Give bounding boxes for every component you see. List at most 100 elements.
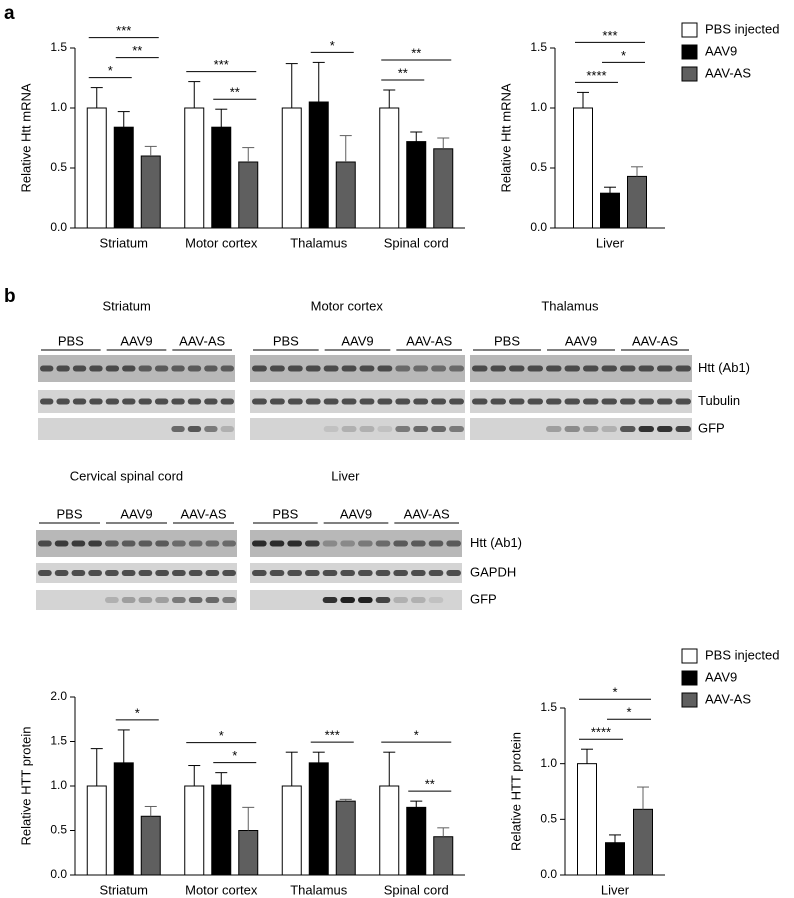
y-tick-label: 0.0 — [540, 867, 557, 881]
blot-band — [188, 570, 203, 576]
bar — [379, 107, 400, 229]
blot-band — [154, 365, 169, 372]
blot-group-label: AAV9 — [120, 333, 152, 348]
blot-group-label: AAV-AS — [180, 506, 226, 521]
significance-label: * — [108, 63, 113, 78]
blot-band — [395, 398, 411, 405]
blot-band — [187, 365, 202, 372]
bar — [627, 175, 647, 229]
blot-group-label: AAV-AS — [404, 506, 450, 521]
blot-band — [71, 540, 86, 547]
blot-band — [188, 540, 203, 547]
blot-band — [54, 540, 69, 547]
blot-band — [583, 365, 599, 372]
blot-band — [54, 570, 69, 576]
x-tick-label: Motor cortex — [185, 235, 258, 250]
blot-band — [527, 365, 543, 372]
blot-band — [188, 597, 203, 603]
y-tick-label: 1.0 — [50, 100, 67, 114]
legend-swatch — [681, 670, 698, 686]
significance-label: ** — [132, 43, 142, 58]
blot-band — [564, 426, 580, 432]
y-tick-label: 0.0 — [50, 220, 67, 234]
blot-band — [205, 570, 220, 576]
bar — [633, 808, 653, 876]
blot-band — [220, 426, 234, 432]
blot-band — [359, 365, 375, 372]
bar — [605, 842, 625, 876]
blot-band — [428, 570, 444, 576]
blot-band — [620, 426, 636, 432]
legend-swatch — [681, 22, 698, 38]
y-tick-label: 1.5 — [540, 700, 557, 714]
bar — [113, 762, 134, 876]
blot-band — [620, 398, 636, 405]
x-tick-label: Thalamus — [290, 235, 348, 250]
bar — [308, 762, 329, 876]
y-tick-label: 0.0 — [530, 220, 547, 234]
blot-band — [449, 426, 464, 432]
legend-label: PBS injected — [705, 21, 779, 36]
x-tick-label: Spinal cord — [384, 235, 449, 250]
blot-band — [269, 570, 285, 576]
blot-group-label: AAV9 — [565, 333, 597, 348]
blot-band — [105, 540, 119, 547]
blot-band — [341, 398, 357, 405]
blot-band — [138, 365, 152, 372]
y-tick-label: 1.0 — [50, 778, 67, 792]
blot-band — [601, 365, 617, 372]
blot-band — [546, 426, 562, 432]
blot-band — [323, 426, 339, 432]
blot-band — [38, 540, 52, 547]
y-tick-label: 1.5 — [50, 734, 67, 748]
blot-band — [322, 597, 338, 603]
blot-band — [490, 365, 506, 372]
bar — [335, 161, 356, 229]
blot-band — [564, 365, 580, 372]
blot-band — [620, 365, 636, 372]
bar — [433, 836, 454, 876]
blot-strip — [38, 418, 235, 440]
bar — [184, 785, 205, 876]
blot-band — [305, 570, 320, 576]
blot-band — [171, 365, 185, 372]
blot-band — [638, 365, 654, 372]
x-tick-label: Striatum — [100, 882, 148, 897]
blot-row-label: Htt (Ab1) — [470, 535, 522, 550]
blot-band — [527, 398, 543, 405]
significance-label: * — [626, 705, 631, 720]
blot-band — [601, 426, 617, 432]
significance-label: * — [330, 38, 335, 53]
blot-band — [269, 398, 285, 405]
blot-band — [172, 540, 186, 547]
blot-row-label: Htt (Ab1) — [698, 360, 750, 375]
blot-band — [222, 540, 236, 547]
blot-group-label: PBS — [56, 506, 82, 521]
y-tick-label: 2.0 — [50, 689, 67, 703]
legend-swatch — [681, 692, 698, 708]
blot-band — [155, 570, 169, 576]
blot-band — [205, 597, 220, 603]
blot-band — [393, 540, 408, 547]
blot-strip — [36, 530, 237, 557]
blot-band — [252, 570, 267, 576]
blot-band — [287, 365, 303, 372]
blot-band — [657, 426, 673, 432]
blot-band — [411, 597, 426, 603]
blot-band — [375, 597, 391, 603]
blot-band — [375, 570, 391, 576]
significance-label: *** — [325, 728, 340, 743]
blot-band — [252, 540, 267, 547]
blot-title: Cervical spinal cord — [70, 468, 183, 483]
blot-strip — [250, 418, 465, 440]
blot-band — [411, 540, 426, 547]
significance-label: ** — [230, 85, 240, 100]
y-axis-title: Relative HTT protein — [508, 732, 523, 851]
blot-band — [358, 570, 373, 576]
blot-band — [287, 540, 302, 547]
bar — [406, 806, 427, 876]
blot-strip — [250, 390, 465, 413]
blot-band — [638, 398, 654, 405]
blot-band — [446, 540, 461, 547]
blot-band — [446, 570, 461, 576]
